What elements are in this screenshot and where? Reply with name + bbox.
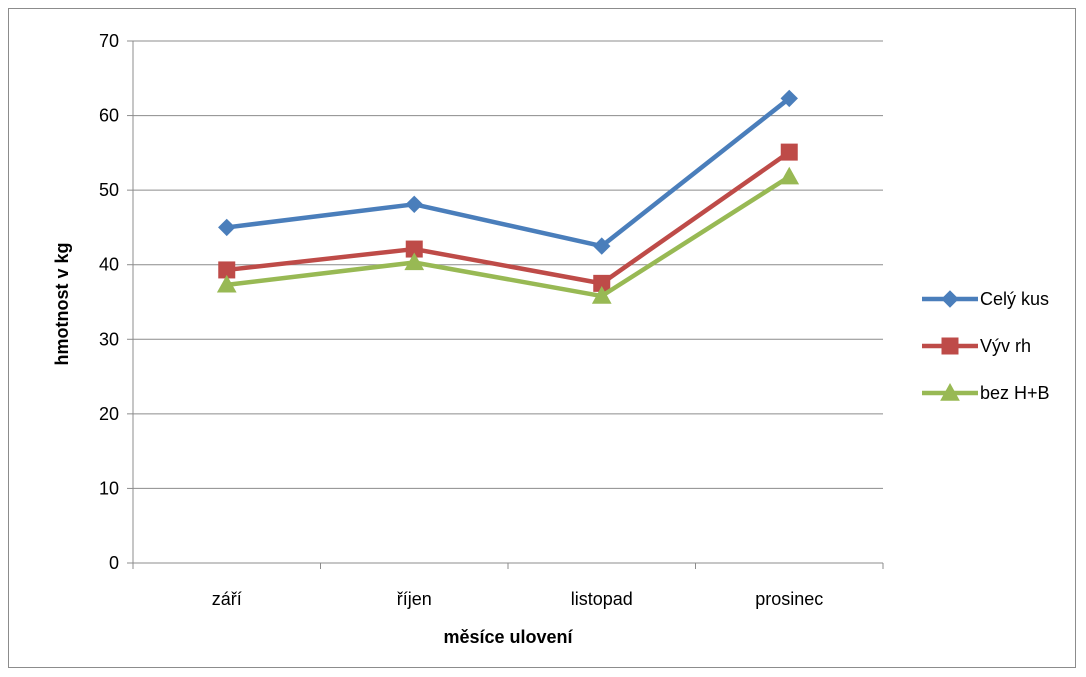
- y-tick-label: 0: [109, 553, 119, 573]
- x-tick-label: listopad: [571, 589, 633, 609]
- x-tick-label: prosinec: [755, 589, 823, 609]
- y-tick-label: 20: [99, 404, 119, 424]
- y-axis-ticks: 0 10 20 30 40 50 60 70: [99, 31, 133, 573]
- legend-marker: [940, 382, 960, 401]
- legend-label: bez H+B: [980, 383, 1050, 403]
- legend-item: Celý kus: [922, 289, 1049, 309]
- legend: Celý kus Výv rh bez H+B: [922, 289, 1050, 403]
- series-line: [226, 174, 791, 299]
- y-tick-label: 40: [99, 255, 119, 275]
- legend-label: Výv rh: [980, 336, 1031, 356]
- series-layer: [216, 89, 800, 304]
- data-point: [780, 143, 798, 161]
- axes: [132, 41, 883, 564]
- data-point: [593, 237, 611, 255]
- x-tick-label: září: [212, 589, 242, 609]
- y-tick-label: 10: [99, 478, 119, 498]
- series-1: [218, 89, 798, 255]
- y-tick-label: 30: [99, 329, 119, 349]
- gridlines: [133, 40, 883, 489]
- data-point: [591, 286, 612, 304]
- data-point: [405, 195, 423, 214]
- legend-label: Celý kus: [980, 289, 1049, 309]
- data-point: [780, 89, 798, 108]
- series-2: [218, 143, 798, 292]
- data-point: [404, 252, 425, 271]
- data-point: [216, 274, 237, 293]
- y-tick-label: 70: [99, 31, 119, 51]
- x-axis-ticks: září říjen listopad prosinec: [132, 563, 884, 609]
- legend-item: Výv rh: [922, 336, 1031, 356]
- series-line: [226, 150, 791, 286]
- data-point: [779, 166, 800, 185]
- y-tick-label: 60: [99, 106, 119, 126]
- series-line: [226, 96, 791, 249]
- data-point: [218, 218, 236, 237]
- x-axis-title: měsíce ulovení: [443, 627, 573, 647]
- y-tick-label: 50: [99, 180, 119, 200]
- x-tick-label: říjen: [397, 589, 432, 609]
- legend-item: bez H+B: [922, 382, 1050, 403]
- y-axis-title: hmotnost v kg: [52, 242, 72, 365]
- legend-marker: [941, 337, 959, 355]
- legend-marker: [941, 290, 959, 308]
- chart-frame: [8, 8, 1076, 668]
- series-3: [216, 166, 800, 304]
